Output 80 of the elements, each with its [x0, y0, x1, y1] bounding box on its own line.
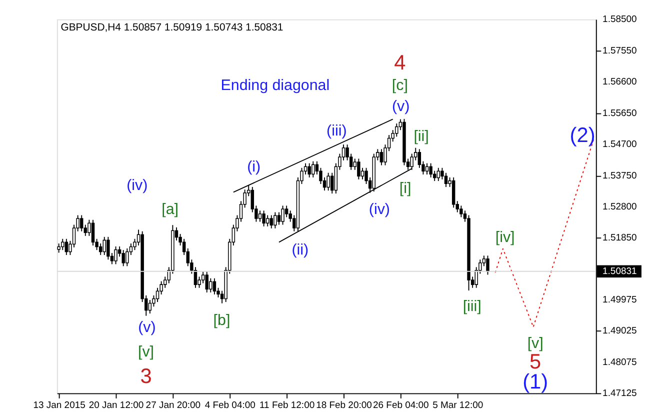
- candlestick: [61, 238, 64, 251]
- candlestick: [212, 278, 216, 295]
- annotation: (iv): [368, 200, 390, 218]
- y-tick-label: 1.49975: [602, 294, 637, 306]
- candlestick: [64, 238, 68, 256]
- candlestick: [482, 255, 486, 267]
- candlestick: [80, 214, 84, 232]
- candlestick: [284, 205, 288, 218]
- candlestick: [258, 210, 262, 222]
- annotation: [iv]: [495, 229, 515, 246]
- candlestick: [395, 123, 398, 138]
- candlestick: [312, 160, 315, 178]
- candlestick: [102, 236, 106, 256]
- y-tick-label: 1.57550: [602, 45, 637, 56]
- candlestick: [209, 278, 212, 293]
- annotation: (i): [247, 158, 261, 176]
- annotation: (iv): [126, 177, 148, 194]
- annotation: [i]: [399, 180, 412, 198]
- y-tick-label: 1.51850: [602, 232, 637, 244]
- annotation: 4: [394, 51, 406, 74]
- y-tick-label: 1.58500: [602, 14, 637, 26]
- candlestick: [262, 210, 266, 227]
- candlestick: [277, 212, 281, 226]
- annotation: Ending diagonal: [220, 77, 330, 94]
- y-tick-label: 1.48075: [602, 356, 637, 368]
- x-tick-label: 26 Feb 04:00: [373, 400, 429, 411]
- y-tick-label: 1.49025: [602, 326, 637, 337]
- annotation: [iii]: [462, 298, 482, 316]
- candlestick: [326, 172, 330, 192]
- y-tick-label: 1.53750: [602, 170, 637, 182]
- candlestick: [486, 255, 490, 276]
- candlestick: [122, 250, 125, 267]
- candlestick: [357, 158, 360, 180]
- annotation: (v): [138, 318, 156, 336]
- candlestick: [281, 205, 284, 226]
- candlestick: [380, 148, 384, 166]
- annotation: [v]: [527, 334, 544, 352]
- x-tick-label: 5 Mar 12:00: [432, 400, 484, 411]
- ref-line-label: 1.50831: [602, 266, 637, 278]
- candlestick: [266, 214, 270, 227]
- candlestick: [452, 176, 456, 208]
- candlestick: [91, 219, 95, 246]
- x-tick-label: 27 Jan 20:00: [146, 400, 201, 411]
- candlestick: [148, 300, 152, 314]
- candlestick: [98, 243, 102, 256]
- candlestick: [429, 162, 432, 178]
- candlestick: [106, 236, 110, 260]
- candlestick: [444, 172, 448, 188]
- x-tick-label: 4 Feb 04:00: [204, 400, 256, 411]
- annotation: [ii]: [414, 128, 429, 146]
- y-tick-label: 1.55650: [602, 108, 637, 119]
- annotation: (2): [570, 124, 596, 148]
- candlestick: [436, 167, 440, 182]
- candlestick: [114, 246, 118, 265]
- candlestick: [460, 205, 463, 218]
- candlestick: [126, 248, 129, 267]
- y-tick-label: 1.54700: [602, 139, 637, 150]
- candlestick: [274, 212, 277, 229]
- annotation: (ii): [292, 241, 309, 258]
- annotation: [b]: [213, 312, 230, 330]
- x-tick-label: 11 Feb 12:00: [259, 400, 315, 411]
- annotation: (v): [392, 98, 410, 115]
- candlestick: [205, 271, 208, 293]
- annotation: 3: [140, 364, 152, 388]
- x-tick-label: 20 Jan 12:00: [88, 400, 144, 411]
- annotation: [v]: [138, 343, 154, 360]
- y-tick-label: 1.47125: [602, 388, 637, 400]
- candlestick: [57, 243, 60, 254]
- y-tick-label: 1.56600: [602, 76, 637, 88]
- candlestick: [308, 162, 311, 178]
- candlestick: [425, 162, 429, 175]
- y-tick-label: 1.52800: [602, 202, 637, 213]
- x-tick-label: 18 Feb 20:00: [316, 400, 372, 411]
- candlestick: [156, 287, 160, 302]
- chart-title: GBPUSD,H4 1.50857 1.50919 1.50743 1.50831: [60, 22, 284, 34]
- candlestick: [270, 214, 273, 229]
- annotation: [a]: [162, 200, 179, 218]
- annotation: [c]: [392, 77, 408, 94]
- x-tick-label: 13 Jan 2015: [33, 400, 86, 411]
- annotation: (iii): [326, 122, 347, 140]
